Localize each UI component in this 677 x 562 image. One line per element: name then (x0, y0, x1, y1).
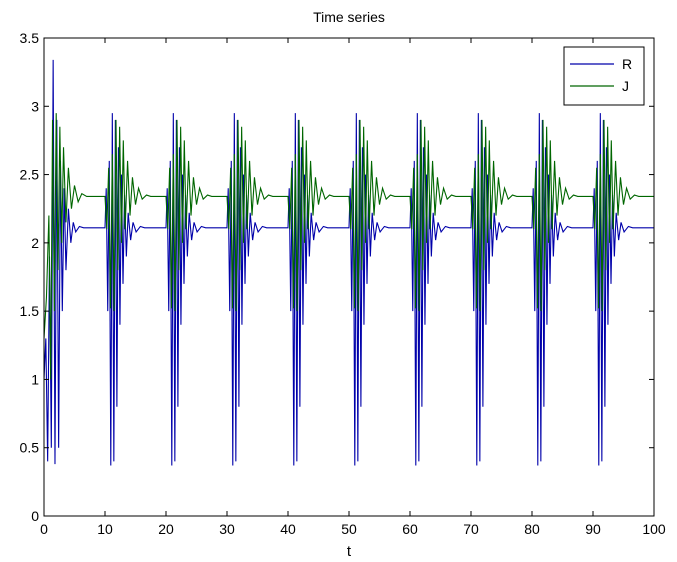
x-tick-label: 50 (341, 521, 357, 537)
axis-layer: 0 10 20 30 40 50 60 70 80 90 100 0 0.5 1 1.5 2 2.5 3 3.5 (20, 30, 666, 537)
x-tick-label: 30 (219, 521, 235, 537)
y-tick-label: 1 (31, 371, 39, 387)
x-tick-label: 20 (158, 521, 174, 537)
x-tick-label: 90 (585, 521, 601, 537)
plot-area (44, 38, 654, 516)
y-tick-label: 0 (31, 508, 39, 524)
legend-box (563, 46, 645, 106)
x-tick-label: 0 (40, 521, 48, 537)
x-tick-label: 100 (642, 521, 666, 537)
y-tick-label: 3 (31, 98, 39, 114)
x-tick-label: 10 (97, 521, 113, 537)
y-tick-label: 0.5 (20, 440, 40, 456)
x-tick-label: 60 (402, 521, 418, 537)
y-tick-label: 3.5 (20, 30, 40, 46)
x-tick-label: 70 (463, 521, 479, 537)
legend: RJ (563, 46, 645, 106)
y-tick-label: 2 (31, 235, 39, 251)
y-tick-label: 2.5 (20, 167, 40, 183)
chart-title: Time series (313, 9, 385, 25)
x-tick-label: 40 (280, 521, 296, 537)
series-layer (44, 59, 654, 466)
series-line-J (44, 113, 654, 380)
legend-label-J: J (622, 78, 629, 94)
x-axis-label: t (347, 543, 352, 560)
y-tick-label: 1.5 (20, 303, 40, 319)
legend-label-R: R (622, 56, 632, 72)
x-tick-label: 80 (524, 521, 540, 537)
series-line-R (44, 59, 654, 466)
